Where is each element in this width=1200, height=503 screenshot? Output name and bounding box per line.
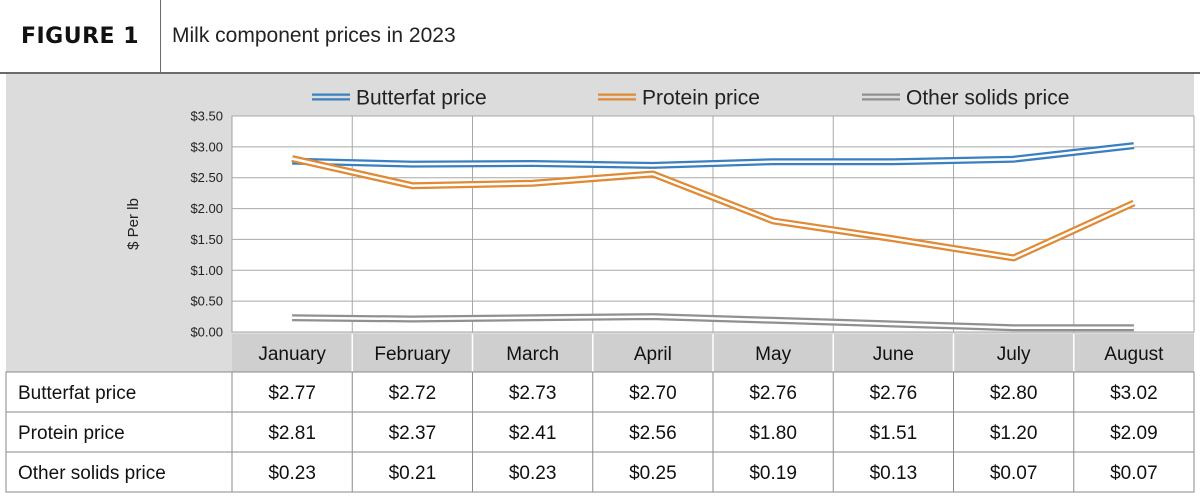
- table-cell: $0.19: [749, 463, 797, 484]
- figure-number: FIGURE 1: [0, 0, 161, 72]
- table-cell: $2.73: [509, 383, 557, 404]
- legend-label: Butterfat price: [356, 87, 487, 110]
- series-2-line: [292, 313, 1134, 332]
- series-1-line: [291, 155, 1136, 262]
- legend-label: Other solids price: [906, 87, 1069, 110]
- table-cell: $2.70: [629, 383, 677, 404]
- x-tick-label: July: [997, 344, 1031, 365]
- table-cell: $2.81: [268, 423, 316, 444]
- series-0-line: [292, 142, 1135, 169]
- y-tick-label: $2.50: [190, 170, 223, 185]
- legend-label: Protein price: [642, 87, 760, 110]
- x-tick-label: June: [873, 344, 914, 365]
- x-tick-label: January: [258, 344, 326, 365]
- y-tick-label: $2.00: [190, 201, 223, 216]
- table-cell: $2.09: [1110, 423, 1158, 444]
- table-cell: $1.51: [870, 423, 918, 444]
- table-cell: $0.23: [509, 463, 557, 484]
- y-tick-label: $1.50: [190, 232, 223, 247]
- row-label: Butterfat price: [18, 383, 136, 404]
- y-axis-label: $ Per lb: [125, 198, 142, 250]
- table-row: [5, 411, 1195, 453]
- table-cell: $0.23: [268, 463, 316, 484]
- figure-title: Milk component prices in 2023: [172, 24, 456, 47]
- x-tick-label: May: [755, 344, 791, 365]
- y-tick-label: $3.50: [190, 109, 223, 124]
- table-cell: $2.77: [268, 383, 316, 404]
- table-cell: $2.80: [990, 383, 1038, 404]
- table-cell: $0.25: [629, 463, 677, 484]
- y-tick-label: $1.00: [190, 263, 223, 278]
- table-cell: $0.21: [389, 463, 437, 484]
- table-cell: $1.80: [749, 423, 797, 444]
- table-cell: $3.02: [1110, 383, 1158, 404]
- row-label: Protein price: [18, 423, 125, 444]
- table-cell: $2.41: [509, 423, 557, 444]
- x-tick-label: April: [634, 344, 672, 365]
- table-cell: $0.13: [870, 463, 918, 484]
- table-cell: $2.76: [870, 383, 918, 404]
- x-tick-label: March: [506, 344, 559, 365]
- table-cell: $0.07: [990, 463, 1038, 484]
- table-cell: $2.72: [389, 383, 437, 404]
- series-line-inner: [291, 157, 1135, 260]
- table-cell: $1.20: [990, 423, 1038, 444]
- table-cell: $2.37: [389, 423, 437, 444]
- x-tick-label: August: [1104, 344, 1164, 365]
- series-line-inner: [292, 315, 1134, 329]
- y-tick-label: $0.00: [190, 325, 223, 340]
- table-cell: $0.07: [1110, 463, 1158, 484]
- series-line-inner: [292, 144, 1135, 167]
- y-tick-label: $0.50: [190, 294, 223, 309]
- table-row: [5, 451, 1195, 493]
- table-cell: $2.76: [749, 383, 797, 404]
- table-row: [5, 371, 1195, 413]
- figure-header: FIGURE 1 Milk component prices in 2023: [0, 0, 1200, 74]
- table-cell: $2.56: [629, 423, 677, 444]
- y-tick-label: $3.00: [190, 139, 223, 154]
- row-label: Other solids price: [18, 463, 166, 484]
- x-tick-label: February: [374, 344, 451, 365]
